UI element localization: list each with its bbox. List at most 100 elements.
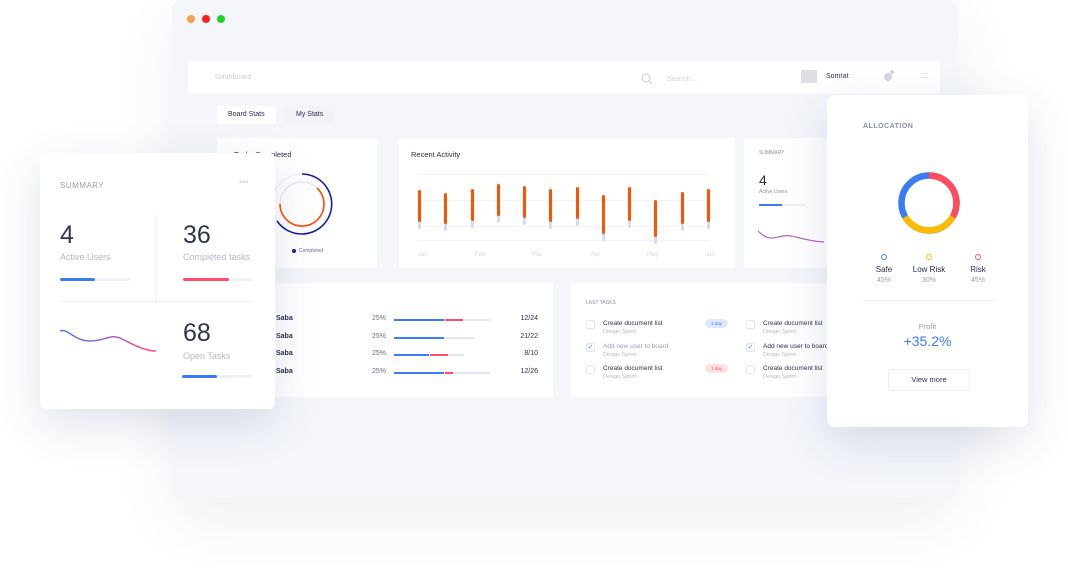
legend-dot-icon — [926, 254, 932, 260]
gridline — [418, 240, 708, 241]
last-tasks-card: LAST TASKS — [571, 283, 841, 397]
legend-label: Safe — [875, 265, 893, 274]
activity-bar[interactable] — [496, 184, 500, 216]
task-title[interactable]: Create document list — [603, 365, 663, 372]
profit-value: +35.2% — [903, 333, 952, 349]
user-name[interactable]: Somrat — [826, 73, 849, 80]
active-users-label: Active Users — [60, 252, 111, 262]
task-title[interactable]: Create document list — [603, 320, 663, 327]
task-checkbox[interactable]: ✓ — [746, 342, 755, 352]
progress-fill-red — [445, 371, 453, 374]
task-subtitle: Design Sprint — [603, 329, 637, 335]
page-title: Dashboard — [215, 72, 252, 81]
activity-bar[interactable] — [628, 187, 632, 221]
progress-row: Saba 25% 8/10 — [276, 350, 538, 360]
legend-dot-icon — [975, 254, 981, 260]
legend-dot-icon — [881, 254, 887, 260]
progress-row: Saba 25% 21/22 — [276, 333, 538, 343]
avatar[interactable] — [801, 70, 817, 83]
progress-fill-red — [445, 319, 463, 321]
window-maximize-dot[interactable] — [217, 15, 225, 23]
activity-bar[interactable] — [680, 192, 684, 224]
bar-tail — [575, 217, 579, 226]
gridline — [418, 226, 708, 227]
activity-bar[interactable] — [549, 189, 553, 222]
legend-value: 45% — [876, 277, 891, 284]
bar-tail — [601, 232, 605, 241]
row-name: Saba — [276, 367, 293, 375]
row-value: 8/10 — [524, 350, 538, 357]
bar-tail — [549, 220, 553, 229]
row-value: 12/26 — [520, 367, 538, 375]
window-minimize-dot[interactable] — [187, 15, 195, 23]
bar-tail — [444, 221, 448, 231]
activity-bar[interactable] — [575, 187, 579, 219]
window-close-dot[interactable] — [202, 15, 210, 23]
open-tasks-label: Open Tasks — [183, 351, 231, 361]
row-percent: 25% — [372, 332, 387, 340]
x-tick-label: Jan — [418, 252, 428, 258]
sparkline — [758, 230, 824, 243]
notification-icon[interactable] — [883, 69, 895, 83]
card-title: ALLOCATION — [863, 123, 914, 130]
legend-label: Completed — [299, 248, 324, 254]
legend-label: Low Risk — [912, 265, 946, 274]
activity-bar[interactable] — [523, 186, 527, 218]
search-input[interactable]: Search.... — [667, 74, 700, 83]
summary-card: SUMMARY ••• 4 Active Users 36 Completed … — [40, 153, 275, 409]
activity-bar[interactable] — [470, 189, 474, 221]
search-icon[interactable] — [641, 73, 653, 85]
bar-tail — [680, 221, 684, 231]
task-title[interactable]: Create document list — [763, 365, 823, 372]
completed-tasks-value: 36 — [183, 221, 211, 249]
active-users-value: 4 — [60, 221, 74, 249]
view-more-button[interactable]: View more — [888, 369, 970, 391]
activity-bar[interactable] — [601, 195, 605, 234]
activity-bar[interactable] — [418, 190, 421, 222]
x-tick-label: Jun — [705, 252, 715, 258]
bar-tail — [523, 215, 527, 225]
task-subtitle: Design Sprint — [763, 329, 797, 335]
progress-row: Saba 25% 12/26 — [276, 368, 538, 378]
task-title[interactable]: Add new user to board — [763, 342, 829, 350]
bar-tail — [418, 220, 421, 229]
card-title: SUMMARY — [60, 181, 105, 190]
stat-label: Active Users — [759, 189, 788, 195]
task-checkbox[interactable]: ✓ — [586, 342, 595, 352]
tab-board-stats[interactable]: Board Stats — [217, 106, 276, 124]
task-checkbox[interactable] — [746, 365, 755, 374]
tasks-donut — [271, 173, 333, 235]
bar-tail — [628, 218, 632, 228]
stat-value: 4 — [759, 172, 767, 188]
row-percent: 25% — [372, 350, 387, 357]
tab-my-stats[interactable]: My Stats — [285, 106, 335, 124]
activity-bar[interactable] — [654, 199, 658, 237]
menu-icon[interactable] — [921, 73, 928, 78]
divider — [156, 215, 157, 301]
recent-activity-card: Recent Activity — [399, 138, 735, 268]
progress-fill-blue — [394, 354, 429, 356]
completed-tasks-label: Completed tasks — [183, 252, 251, 262]
legend-label: Risk — [970, 265, 986, 274]
task-title[interactable]: Add new user to board — [603, 342, 669, 350]
row-value: 21/22 — [520, 332, 538, 340]
bar-tail — [496, 214, 500, 223]
task-checkbox[interactable] — [746, 320, 755, 329]
progress-fill-blue — [394, 371, 444, 374]
due-badge: 1 day — [705, 364, 728, 373]
row-percent: 25% — [372, 315, 387, 322]
x-tick-label: Apr — [591, 252, 601, 258]
task-title[interactable]: Create document list — [763, 320, 823, 327]
top-header: Dashboard Search.... Somrat — [188, 61, 940, 94]
row-name: Saba — [276, 350, 293, 357]
more-options-icon[interactable]: ••• — [239, 177, 249, 187]
open-tasks-value: 68 — [183, 319, 211, 347]
bar-tail — [707, 220, 710, 229]
activity-bar[interactable] — [707, 189, 710, 222]
activity-bar[interactable] — [444, 193, 448, 224]
legend-dot — [292, 249, 296, 253]
task-checkbox[interactable] — [586, 320, 595, 329]
task-checkbox[interactable] — [586, 365, 595, 374]
due-badge: 1 day — [705, 319, 728, 328]
divider — [863, 300, 996, 301]
